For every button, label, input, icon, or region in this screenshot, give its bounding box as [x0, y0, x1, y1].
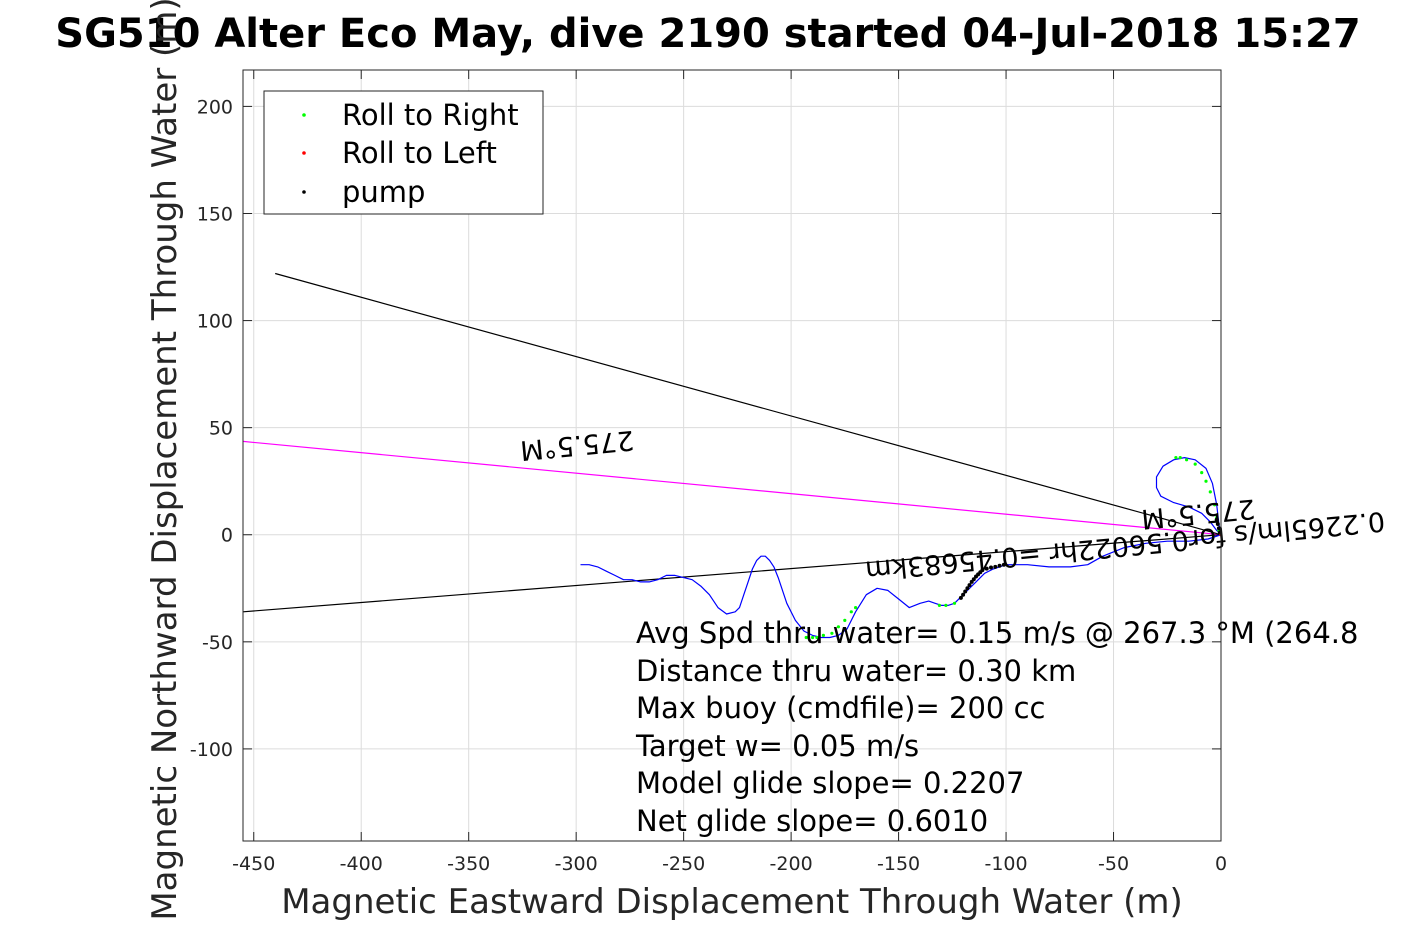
pump-point	[1001, 562, 1006, 567]
y-tick-label: 200	[197, 96, 233, 118]
roll-right-point	[830, 631, 834, 635]
pump-point	[984, 566, 989, 571]
model-glide-slope-annotation: Model glide slope= 0.2207	[636, 766, 1024, 800]
legend-roll-right-marker	[302, 113, 306, 117]
y-tick-label: 150	[197, 203, 233, 225]
avg-speed-annotation: Avg Spd thru water= 0.15 m/s @ 267.3 °M …	[636, 616, 1358, 650]
roll-right-point	[804, 635, 808, 640]
distance-annotation: Distance thru water= 0.30 km	[636, 654, 1076, 688]
pump-point	[974, 574, 978, 579]
net-glide-slope-annotation: Net glide slope= 0.6010	[636, 804, 988, 838]
roll-right-point	[854, 606, 858, 610]
x-tick-label: 0	[1215, 853, 1227, 875]
glider-track-line	[580, 457, 1221, 639]
x-tick-label: -150	[877, 853, 920, 875]
pump-point	[963, 589, 968, 594]
roll-right-point	[836, 625, 841, 629]
pump-point	[1214, 517, 1219, 522]
reference-lines	[243, 272, 1221, 613]
legend-roll-left-label: Roll to Left	[342, 136, 497, 170]
dive-statistics: Avg Spd thru water= 0.15 m/s @ 267.3 °M …	[635, 616, 1358, 838]
roll-right-point	[1178, 456, 1182, 460]
roll-right-point	[811, 635, 815, 640]
roll-right-point	[843, 618, 847, 623]
target-w-annotation: Target w= 0.05 m/s	[635, 729, 919, 763]
track-layer	[580, 457, 1221, 639]
roll-right-point	[1185, 458, 1189, 462]
x-tick-label: -450	[232, 853, 275, 875]
legend-pump-label: pump	[342, 175, 425, 209]
marker-layer	[804, 456, 1221, 640]
pump-point	[1215, 522, 1220, 526]
roll-right-point	[1208, 490, 1212, 494]
y-tick-label: 100	[197, 311, 233, 333]
roll-right-point	[1213, 503, 1217, 507]
legend: Roll to Right Roll to Left pump	[263, 90, 544, 215]
pump-point	[961, 592, 966, 597]
x-axis-label: Magnetic Eastward Displacement Through W…	[281, 882, 1183, 922]
x-tick-label: -400	[340, 853, 383, 875]
legend-box	[263, 90, 544, 215]
roll-right-point	[944, 603, 948, 608]
pump-point	[958, 595, 963, 600]
y-axis-ticks: -100 -50 0 50 100 150 200	[190, 96, 1221, 761]
max-buoy-annotation: Max buoy (cmdfile)= 200 cc	[636, 691, 1045, 725]
y-tick-label: -50	[202, 632, 233, 654]
pump-point	[997, 563, 1002, 568]
roll-right-point	[1174, 456, 1178, 460]
pump-point	[967, 583, 972, 588]
x-tick-label: -350	[447, 853, 490, 875]
x-tick-label: -300	[555, 853, 598, 875]
x-tick-label: -50	[1098, 853, 1129, 875]
chart-title: SG510 Alter Eco May, dive 2190 started 0…	[55, 11, 1360, 57]
reference-line-heading_lower	[243, 534, 1221, 613]
roll-right-point	[952, 601, 957, 605]
legend-roll-left-marker	[302, 151, 306, 155]
roll-right-point	[1200, 471, 1204, 475]
legend-roll-right-label: Roll to Right	[342, 98, 519, 132]
pump-point	[993, 564, 998, 569]
roll-right-point	[849, 610, 853, 614]
axes-box	[242, 69, 1222, 842]
y-tick-label: 0	[221, 525, 233, 547]
plot-content	[243, 272, 1221, 640]
pump-point	[1216, 526, 1221, 531]
roll-right-point	[937, 603, 942, 608]
roll-right-point	[1204, 479, 1208, 483]
x-tick-label: -250	[662, 853, 705, 875]
pump-point	[965, 586, 970, 591]
y-tick-label: -100	[190, 739, 233, 761]
roll-right-point	[821, 633, 826, 638]
reference-line-current	[243, 440, 1221, 536]
y-axis-label: Magnetic Northward Displacement Through …	[145, 0, 185, 921]
roll-right-point	[815, 635, 819, 640]
x-tick-label: -100	[984, 853, 1027, 875]
roll-right-point	[1193, 462, 1197, 466]
x-tick-label: -200	[770, 853, 813, 875]
grid-lines	[243, 70, 1222, 841]
legend-pump-marker	[302, 190, 306, 194]
reference-line-heading_upper	[275, 272, 1221, 536]
pump-point	[969, 579, 974, 584]
x-axis-ticks: -450 -400 -350 -300 -250 -200 -150 -100 -50 0	[232, 70, 1227, 875]
pump-point	[989, 565, 993, 570]
y-tick-label: 50	[209, 418, 233, 440]
